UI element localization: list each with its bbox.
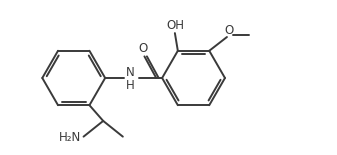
Text: H₂N: H₂N: [59, 131, 81, 144]
Text: OH: OH: [167, 19, 185, 32]
Text: O: O: [224, 24, 234, 37]
Text: O: O: [139, 42, 148, 55]
Text: N
H: N H: [126, 66, 135, 92]
